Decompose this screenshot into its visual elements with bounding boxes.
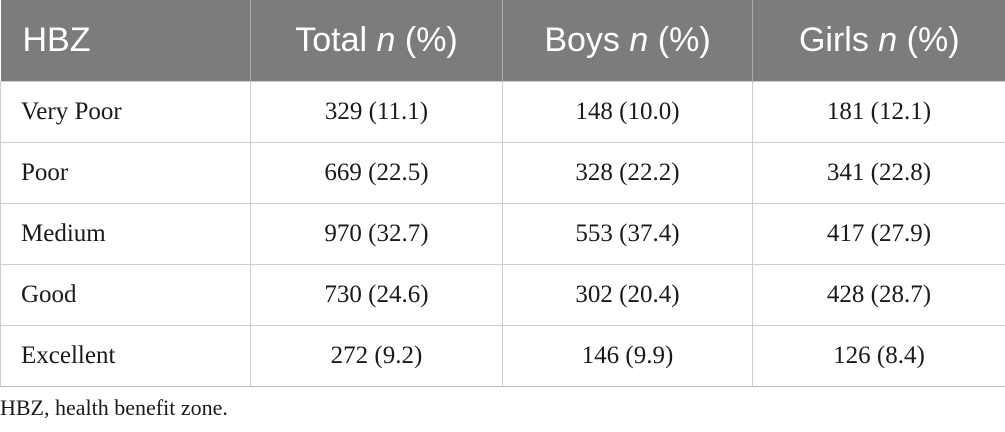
header-hbz: HBZ [0,0,251,81]
table-header-row: HBZ Total n (%) Boys n (%) Girls n (%) [0,0,1005,81]
data-table-container: HBZ Total n (%) Boys n (%) Girls n (%) V… [0,0,1005,387]
cell-girls: 126 (8.4) [752,324,1005,387]
cell-girls: 181 (12.1) [752,80,1005,143]
cell-girls: 417 (27.9) [752,202,1005,265]
row-label: Good [0,263,251,326]
header-total-pct: (%) [404,20,458,59]
header-boys-n: n [629,20,649,59]
header-total: Total n (%) [250,0,503,81]
cell-boys: 553 (37.4) [502,202,753,265]
cell-total: 730 (24.6) [250,263,503,326]
row-label: Medium [0,202,251,265]
table-footnote: HBZ, health benefit zone. [0,395,228,420]
cell-boys: 146 (9.9) [502,324,753,387]
header-girls-n: n [878,20,898,59]
row-label: Poor [0,141,251,204]
cell-girls: 341 (22.8) [752,141,1005,204]
cell-boys: 328 (22.2) [502,141,753,204]
header-girls-pct: (%) [906,20,960,59]
cell-girls: 428 (28.7) [752,263,1005,326]
header-boys: Boys n (%) [502,0,753,81]
cell-total: 669 (22.5) [250,141,503,204]
header-boys-pct: (%) [657,20,711,59]
cell-total: 272 (9.2) [250,324,503,387]
header-total-n: n [376,20,396,59]
cell-boys: 148 (10.0) [502,80,753,143]
cell-total: 329 (11.1) [250,80,503,143]
table-row: Excellent 272 (9.2) 146 (9.9) 126 (8.4) [0,324,1005,387]
row-label: Excellent [0,324,251,387]
table-row: Poor 669 (22.5) 328 (22.2) 341 (22.8) [0,141,1005,204]
row-label: Very Poor [0,80,251,143]
header-girls: Girls n (%) [753,0,1005,81]
hbz-table: HBZ Total n (%) Boys n (%) Girls n (%) V… [0,0,1005,387]
header-boys-label: Boys [544,20,620,59]
table-row: Medium 970 (32.7) 553 (37.4) 417 (27.9) [0,202,1005,265]
cell-total: 970 (32.7) [250,202,503,265]
table-row: Good 730 (24.6) 302 (20.4) 428 (28.7) [0,263,1005,326]
table-row: Very Poor 329 (11.1) 148 (10.0) 181 (12.… [0,80,1005,143]
header-total-label: Total [295,20,368,59]
cell-boys: 302 (20.4) [502,263,753,326]
header-girls-label: Girls [798,20,869,59]
